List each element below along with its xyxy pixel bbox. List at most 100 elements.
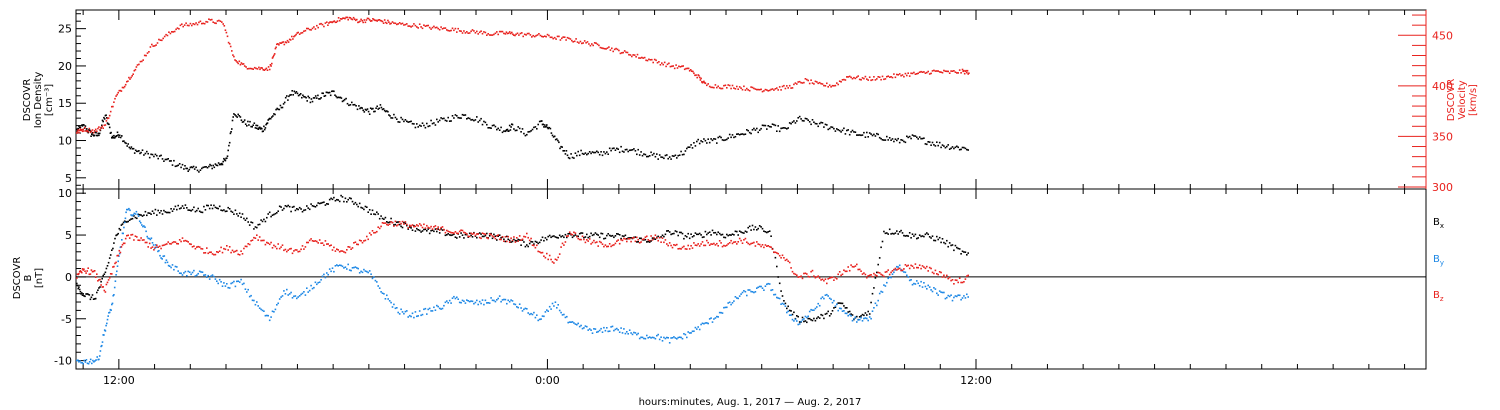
bottom-series-Bz-point	[924, 267, 927, 270]
top-series-red-point	[359, 20, 361, 23]
bottom-series-By-point	[357, 267, 359, 270]
bottom-series-Bx-point	[364, 205, 367, 208]
top-series-red-point	[156, 42, 159, 44]
x-tick-label: 12:00	[103, 374, 135, 387]
top-series-black-point	[187, 170, 189, 172]
bottom-series-Bx-point	[617, 233, 619, 235]
top-series-black-point	[343, 98, 346, 101]
bottom-series-By-point	[798, 323, 801, 325]
bottom-series-Bx-point	[291, 206, 294, 208]
top-series-red-point	[426, 24, 428, 27]
bottom-series-Bx-point	[340, 194, 342, 197]
top-series-black-point	[943, 145, 945, 147]
bottom-series-Bz-point	[837, 273, 839, 276]
top-series-red-point	[756, 88, 758, 91]
top-series-black-point	[796, 120, 798, 122]
bottom-series-By-point	[553, 305, 555, 307]
bottom-series-By-point	[91, 362, 93, 365]
top-series-red-point	[958, 69, 961, 71]
top-series-red-point	[582, 42, 584, 44]
bottom-series-Bz-point	[81, 271, 83, 274]
top-series-black-point	[641, 154, 644, 157]
bottom-series-Bz-point	[351, 247, 354, 249]
bottom-series-Bz-point	[364, 239, 367, 242]
bottom-series-By-point	[943, 291, 945, 294]
bottom-series-Bx-point	[230, 210, 232, 213]
bottom-series-Bz-point	[436, 228, 438, 230]
top-series-black-point	[750, 132, 752, 135]
top-series-black-point	[556, 138, 558, 140]
bottom-series-By-point	[360, 270, 362, 273]
bottom-series-Bz-point	[573, 231, 575, 234]
bottom-series-Bz-point	[963, 281, 965, 283]
top-series-red-point	[588, 43, 590, 45]
top-series-red-point	[954, 71, 957, 73]
top-series-red-point	[99, 128, 101, 131]
top-series-black-point	[305, 96, 307, 99]
bottom-series-Bz-point	[114, 262, 116, 265]
bottom-series-By-point	[147, 237, 149, 240]
top-series-red-point	[358, 21, 360, 23]
top-series-black-point	[834, 130, 837, 132]
top-series-black-point	[827, 128, 829, 131]
bottom-series-By-point	[914, 283, 917, 285]
bottom-series-By-point	[911, 283, 914, 286]
bottom-series-Bz-point	[840, 274, 842, 277]
bottom-series-By-point	[244, 288, 247, 290]
bottom-y-tick-label: 0	[65, 271, 72, 284]
top-series-black-point	[543, 126, 545, 128]
bottom-series-Bx-point	[493, 233, 495, 236]
bottom-series-By-point	[260, 308, 262, 311]
top-series-black-point	[951, 146, 954, 148]
bottom-series-Bx-point	[94, 297, 97, 300]
bottom-series-Bx-point	[237, 215, 239, 217]
bottom-series-Bz-point	[458, 230, 461, 233]
bottom-series-Bz-point	[884, 271, 887, 273]
top-series-red-point	[948, 72, 951, 74]
top-series-black-point	[211, 167, 213, 170]
top-series-red-point	[335, 21, 338, 23]
bottom-series-By-point	[112, 294, 114, 297]
bottom-series-By-point	[963, 295, 965, 297]
top-series-black-point	[961, 146, 964, 149]
bottom-series-Bx-point	[150, 213, 152, 215]
bottom-series-Bx-point	[624, 234, 627, 237]
bottom-series-By-point	[831, 301, 834, 304]
bottom-series-By-point	[646, 334, 648, 337]
top-series-red-point	[707, 83, 709, 85]
bottom-series-Bx-point	[122, 221, 125, 224]
bottom-series-Bx-point	[660, 236, 662, 238]
bottom-series-Bx-point	[527, 245, 529, 248]
top-series-black-point	[618, 151, 621, 154]
top-series-black-point	[783, 127, 785, 129]
top-series-black-point	[717, 136, 719, 139]
bottom-series-By-point	[268, 319, 271, 322]
bottom-series-Bz-point	[374, 231, 377, 234]
top-series-black-point	[771, 123, 774, 125]
top-series-red-point	[129, 78, 131, 80]
bottom-series-Bx-point	[523, 241, 525, 243]
bottom-series-By-point	[554, 301, 557, 303]
top-series-black-point	[446, 120, 448, 122]
bottom-series-Bz-point	[580, 238, 582, 241]
top-series-red-point	[397, 23, 399, 25]
bottom-series-Bx-point	[446, 234, 448, 236]
bottom-series-By-point	[93, 361, 95, 363]
bottom-series-Bz-point	[841, 273, 844, 276]
top-series-black-point	[103, 118, 106, 120]
top-series-red-point	[700, 77, 702, 80]
top-series-red-point	[336, 20, 339, 22]
bottom-series-By-point	[557, 304, 559, 306]
bottom-series-Bx-point	[281, 209, 284, 211]
top-right-y-tick-label: 400	[1432, 80, 1453, 93]
bottom-series-Bx-point	[261, 220, 264, 223]
bottom-series-Bz-point	[237, 253, 239, 256]
top-series-black-point	[754, 129, 757, 131]
bottom-series-By-point	[383, 293, 385, 295]
top-series-red-point	[575, 38, 577, 40]
top-series-black-point	[537, 123, 539, 126]
bottom-series-Bx-point	[861, 313, 864, 316]
bottom-series-Bx-point	[288, 205, 291, 208]
bottom-series-Bx-point	[790, 310, 792, 312]
bottom-series-Bz-point	[718, 240, 721, 242]
